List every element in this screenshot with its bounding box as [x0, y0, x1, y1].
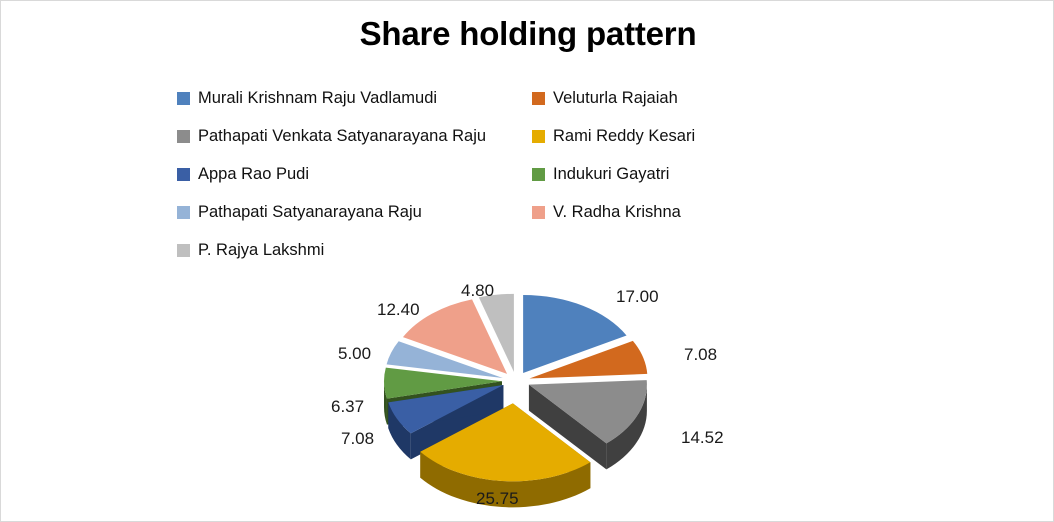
pie-slice[interactable]: [384, 367, 503, 399]
legend-item-rami-reddy-kesari[interactable]: Rami Reddy Kesari: [532, 121, 792, 151]
legend-label: Indukuri Gayatri: [553, 164, 670, 183]
pie-slice[interactable]: [386, 341, 503, 378]
chart-title: Share holding pattern: [359, 15, 697, 52]
pie-chart-plot-area: 17.00 7.08 14.52 25.75 7.08 6.37 5.00 12.40 4.80: [1, 256, 1053, 521]
pie-slice-side: [528, 384, 607, 470]
chart-legend: Murali Krishnam Raju Vadlamudi Veluturla…: [177, 83, 797, 273]
legend-item-pathapati-satyanarayana-raju[interactable]: Pathapati Satyanarayana Raju: [177, 197, 532, 227]
pie-chart-graphic: [384, 293, 648, 508]
pie-slice-side: [606, 384, 647, 470]
pie-slice[interactable]: [478, 293, 514, 372]
legend-swatch-icon: [177, 129, 190, 143]
legend-item-pathapati-venkata-satyanarayana-raju[interactable]: Pathapati Venkata Satyanarayana Raju: [177, 121, 532, 151]
legend-item-indukuri-gayatri[interactable]: Indukuri Gayatri: [532, 159, 792, 189]
pie-data-label: 7.08: [684, 345, 718, 364]
legend-swatch-icon: [177, 91, 190, 105]
pie-slices: [384, 293, 648, 508]
legend-item-p-rajya-lakshmi[interactable]: P. Rajya Lakshmi: [177, 235, 532, 265]
pie-data-label: 12.40: [377, 300, 420, 319]
pie-slice[interactable]: [528, 380, 647, 444]
pie-slice[interactable]: [523, 295, 627, 374]
pie-data-label: 14.52: [681, 428, 724, 447]
pie-slice[interactable]: [529, 340, 648, 379]
pie-data-label: 4.80: [461, 281, 495, 300]
legend-row: P. Rajya Lakshmi: [177, 235, 797, 273]
legend-swatch-icon: [532, 91, 545, 105]
pie-data-label: 6.37: [331, 397, 365, 416]
legend-swatch-icon: [532, 167, 545, 181]
legend-label: Pathapati Venkata Satyanarayana Raju: [198, 126, 487, 145]
pie-slice[interactable]: [420, 403, 591, 482]
legend-item-v-radha-krishna[interactable]: V. Radha Krishna: [532, 197, 792, 227]
legend-swatch-icon: [532, 205, 545, 219]
legend-label: P. Rajya Lakshmi: [198, 240, 325, 259]
legend-label: Murali Krishnam Raju Vadlamudi: [198, 88, 438, 107]
legend-label: V. Radha Krishna: [553, 202, 681, 221]
legend-label: Appa Rao Pudi: [198, 164, 309, 183]
legend-label: Pathapati Satyanarayana Raju: [198, 202, 422, 221]
legend-swatch-icon: [177, 205, 190, 219]
legend-row: Murali Krishnam Raju Vadlamudi Veluturla…: [177, 83, 797, 121]
pie-data-label: 17.00: [616, 287, 659, 306]
pie-data-label: 5.00: [338, 344, 372, 363]
legend-row: Pathapati Satyanarayana Raju V. Radha Kr…: [177, 197, 797, 235]
pie-data-label: 25.75: [476, 489, 519, 508]
pie-slice-side: [384, 381, 387, 425]
legend-item-murali-krishnam-raju-vadlamudi[interactable]: Murali Krishnam Raju Vadlamudi: [177, 83, 532, 113]
pie-slice[interactable]: [388, 384, 504, 434]
legend-item-veluturla-rajaiah[interactable]: Veluturla Rajaiah: [532, 83, 792, 113]
legend-swatch-icon: [177, 167, 190, 181]
pie-data-label: 7.08: [341, 429, 375, 448]
pie-slice[interactable]: [402, 299, 508, 374]
legend-row: Appa Rao Pudi Indukuri Gayatri: [177, 159, 797, 197]
data-labels-layer: 17.00 7.08 14.52 25.75 7.08 6.37 5.00 12.40 4.80: [1, 256, 1053, 521]
legend-swatch-icon: [177, 243, 190, 257]
legend-item-appa-rao-pudi[interactable]: Appa Rao Pudi: [177, 159, 532, 189]
pie-slice-side: [420, 451, 591, 508]
pie-slice-side: [388, 402, 411, 460]
legend-label: Veluturla Rajaiah: [553, 88, 678, 107]
legend-label: Rami Reddy Kesari: [553, 126, 696, 145]
legend-row: Pathapati Venkata Satyanarayana Raju Ram…: [177, 121, 797, 159]
legend-swatch-icon: [532, 129, 545, 143]
